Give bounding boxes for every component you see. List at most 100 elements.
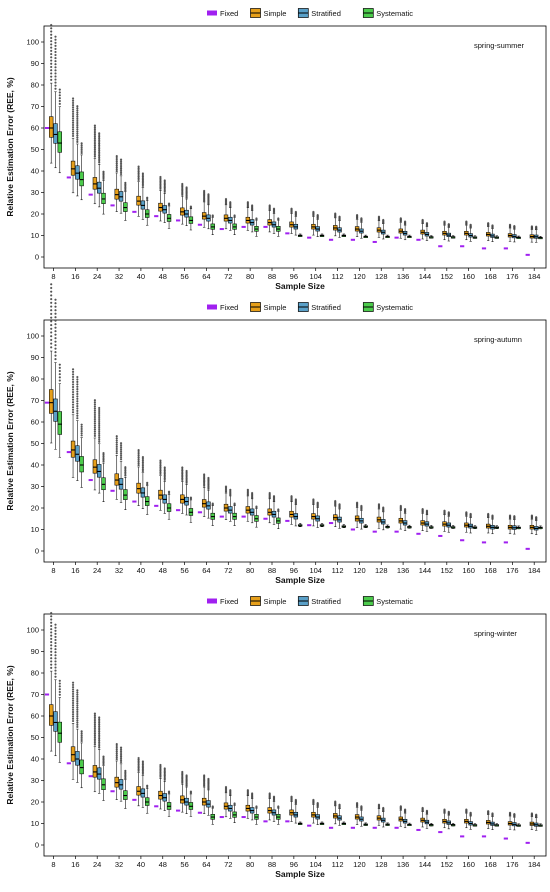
outlier-point (487, 810, 490, 813)
outlier-point (54, 629, 57, 632)
box-body (53, 398, 58, 422)
outlier-point (356, 802, 359, 805)
outlier-point (312, 798, 315, 801)
outlier-point (98, 406, 101, 410)
x-tick-label: 88 (268, 860, 276, 869)
outlier-point (360, 217, 363, 220)
legend-label-simple: Simple (264, 9, 287, 18)
outlier-point (399, 805, 402, 808)
outlier-point (272, 207, 276, 210)
outlier-point (203, 473, 206, 476)
outlier-point (491, 514, 494, 517)
box-simple (245, 201, 251, 231)
outlier-point (120, 757, 123, 760)
x-tick-label: 48 (159, 272, 167, 281)
outlier-point (535, 516, 538, 519)
outlier-point (50, 286, 53, 290)
box-fixed (263, 517, 268, 520)
outlier-point (72, 699, 75, 702)
outlier-point (277, 805, 280, 808)
x-axis-title: Sample Size (275, 281, 325, 291)
box-stratified (140, 760, 146, 808)
x-tick-label: 24 (93, 272, 101, 281)
outlier-point (93, 420, 96, 423)
outlier-point (98, 725, 101, 728)
box-systematic (407, 822, 412, 827)
x-tick-label: 8 (51, 272, 55, 281)
box-systematic (101, 452, 106, 502)
outlier-point (146, 481, 149, 484)
outlier-point (54, 66, 57, 69)
box-simple (158, 459, 163, 511)
box-simple (92, 399, 98, 491)
y-tick-label: 70 (31, 690, 39, 699)
outlier-point (115, 754, 118, 757)
outlier-point (425, 222, 428, 225)
box-body (57, 721, 62, 743)
box-stratified (162, 466, 167, 514)
outlier-point (189, 205, 192, 208)
box-body (75, 445, 80, 462)
outlier-point (54, 648, 57, 651)
box-body (53, 711, 58, 732)
box-fixed (438, 534, 443, 537)
outlier-point (72, 692, 75, 695)
outlier-point (141, 468, 144, 471)
y-tick-label: 80 (31, 375, 39, 384)
y-tick-label: 50 (31, 145, 39, 154)
box-fixed (154, 504, 159, 507)
outlier-point (58, 102, 61, 105)
outlier-point (80, 146, 83, 149)
box-fixed (197, 223, 203, 226)
outlier-point (93, 432, 96, 435)
box-fixed (154, 805, 159, 808)
outlier-point (72, 719, 75, 723)
x-tick-label: 16 (71, 566, 79, 575)
box-simple (398, 217, 403, 239)
box-systematic (319, 233, 325, 237)
box-stratified (381, 506, 386, 531)
outlier-point (115, 443, 118, 446)
legend-entry-systematic: Systematic (362, 8, 413, 18)
outlier-point (98, 159, 101, 162)
x-tick-label: 184 (528, 566, 541, 575)
y-tick-label: 10 (31, 231, 39, 240)
outlier-point (98, 716, 101, 719)
outlier-point (50, 283, 53, 286)
box-simple (464, 220, 469, 241)
outlier-point (98, 422, 101, 425)
outlier-point (50, 647, 53, 650)
box-systematic (101, 755, 106, 801)
box-simple (70, 368, 76, 478)
outlier-point (54, 657, 57, 660)
outlier-point (80, 736, 83, 739)
outlier-point (98, 418, 101, 421)
y-tick-label: 50 (31, 733, 39, 742)
outlier-point (115, 743, 118, 746)
box-fixed (241, 515, 246, 518)
box-stratified (228, 201, 233, 231)
box-stratified (512, 813, 517, 831)
box-simple (354, 214, 360, 237)
box-simple (92, 712, 98, 793)
outlier-point (98, 727, 101, 730)
legend-label-stratified: Stratified (311, 303, 341, 312)
box-body (57, 411, 62, 435)
box-simple (114, 155, 119, 212)
outlier-point (76, 134, 79, 137)
box-systematic (232, 502, 237, 526)
outlier-point (54, 312, 57, 315)
box-fixed (110, 790, 115, 793)
outlier-point (93, 719, 96, 722)
outlier-point (72, 398, 75, 401)
outlier-point (360, 805, 363, 808)
y-axis-title: Relative Estimation Error (REE, %) (5, 371, 15, 511)
outlier-point (50, 663, 53, 666)
outlier-point (72, 375, 75, 378)
x-tick-label: 32 (115, 860, 123, 869)
box-fixed (394, 236, 399, 239)
x-tick-label: 80 (246, 860, 254, 869)
outlier-point (115, 164, 118, 167)
outlier-point (76, 124, 79, 127)
outlier-point (290, 795, 293, 798)
